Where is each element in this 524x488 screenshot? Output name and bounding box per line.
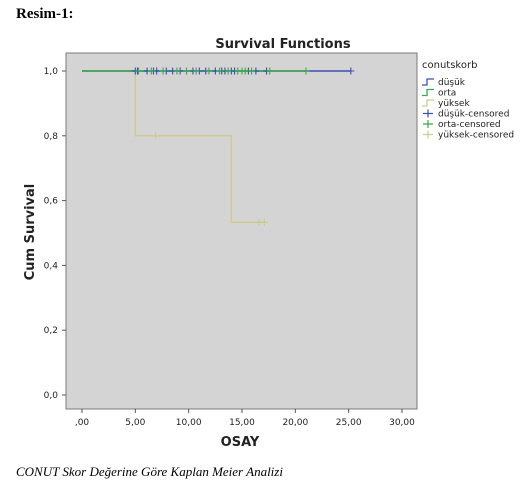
censored-marker (347, 67, 355, 75)
legend-line-swatch (422, 99, 434, 107)
censored-marker (260, 218, 268, 226)
legend-title: conutskorb (422, 60, 477, 71)
y-tick-label: 0,8 (44, 132, 59, 142)
censored-marker (266, 67, 274, 75)
censored-marker (183, 67, 191, 75)
x-tick-label: 20,00 (282, 418, 308, 428)
legend-label: yüksek (438, 99, 470, 109)
legend-censor-swatch (423, 130, 433, 139)
legend-line-swatch (422, 88, 434, 97)
x-tick-label: 5,00 (125, 418, 145, 428)
legend-censor-swatch (423, 120, 433, 128)
legend-label: orta-censored (438, 120, 501, 130)
censored-marker (224, 67, 232, 75)
censored-marker (152, 132, 160, 140)
legend-censor-swatch (423, 109, 433, 118)
censored-marker (216, 67, 224, 75)
censored-marker (147, 67, 155, 75)
chart-title: Survival Functions (215, 37, 350, 52)
survival-chart: Survival Functions 0,0 0,2 0,4 0,6 0,8 1,0 ,00 5… (23, 37, 514, 450)
legend-label: düşük (438, 78, 466, 88)
y-tick-label: 0,4 (44, 261, 59, 271)
censored-marker (173, 67, 181, 75)
x-tick-label: 25,00 (336, 418, 362, 428)
x-tick-label: 30,00 (389, 418, 415, 428)
censored-marker (302, 67, 310, 75)
legend-line-swatch (422, 78, 434, 86)
y-axis-label: Cum Survival (23, 184, 38, 281)
censored-marker (192, 67, 200, 75)
y-tick-label: 1,0 (44, 67, 59, 77)
y-tick-label: 0,0 (44, 391, 59, 401)
censored-marker (205, 67, 213, 75)
legend-label: orta (438, 89, 456, 99)
legend-label: düşük-censored (438, 110, 509, 120)
figure-caption: CONUT Skor Değerine Göre Kaplan Meier An… (16, 464, 283, 479)
plot-area (65, 52, 418, 410)
y-tick-label: 0,2 (44, 326, 58, 336)
censored-marker (241, 67, 249, 75)
legend-label: yüksek-censored (438, 131, 514, 141)
x-tick-label: ,00 (75, 418, 90, 428)
x-tick-label: 15,00 (229, 418, 255, 428)
x-axis-label: OSAY (221, 435, 260, 450)
censored-marker (159, 67, 167, 75)
x-tick-label: 10,00 (176, 418, 202, 428)
y-tick-label: 0,6 (44, 197, 59, 207)
figure-heading: Resim-1: (16, 6, 74, 22)
censored-marker (248, 67, 256, 75)
censored-marker (135, 67, 143, 75)
